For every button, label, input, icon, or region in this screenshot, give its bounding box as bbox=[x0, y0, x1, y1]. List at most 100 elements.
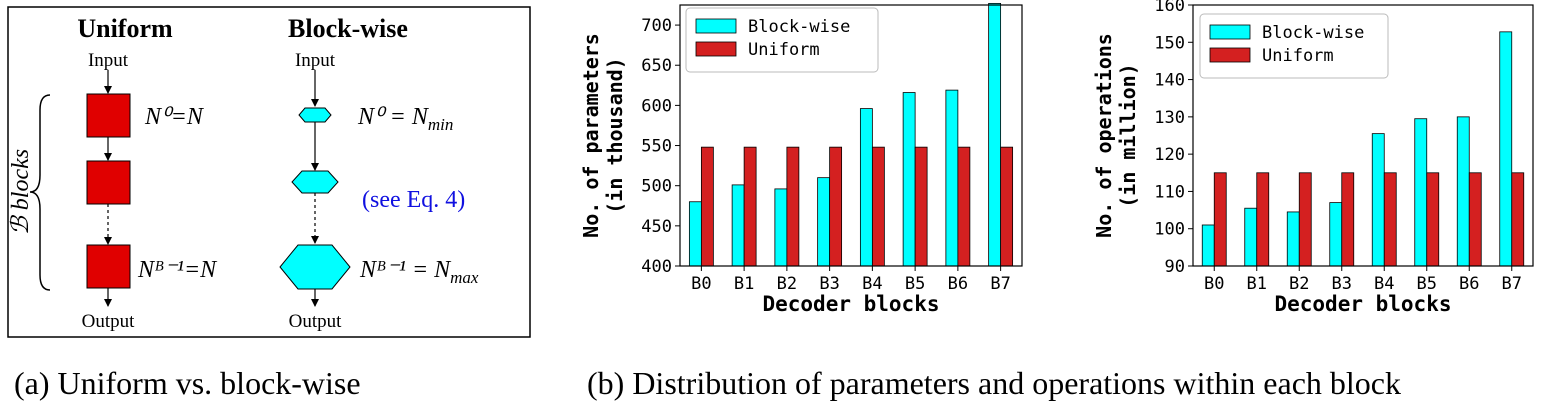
blockwise-block-small bbox=[298, 107, 332, 123]
uniform-block-middle bbox=[86, 160, 131, 205]
x-tick-label-params-b4: B4 bbox=[862, 274, 882, 294]
eq-reference: (see Eq. 4) bbox=[362, 187, 465, 213]
legend-label-ops-blockwise: Block-wise bbox=[1262, 23, 1364, 43]
legend-ops: Block-wise Uniform bbox=[1199, 13, 1389, 79]
uniform-first-eq: N⁰=N bbox=[144, 104, 205, 130]
bar-ops-blockwise-b2 bbox=[1286, 211, 1300, 267]
blockwise-title: Block-wise bbox=[288, 14, 408, 43]
bar-params-uniform-b0 bbox=[700, 146, 714, 267]
x-tick-label-ops-b1: B1 bbox=[1247, 274, 1267, 294]
y-tick-label-ops-110: 110 bbox=[1154, 182, 1185, 202]
bar-ops-uniform-b6 bbox=[1468, 172, 1482, 267]
bar-ops-blockwise-b3 bbox=[1329, 202, 1343, 267]
y-tick-label-ops-160: 160 bbox=[1154, 0, 1185, 16]
x-tick-label-ops-b0: B0 bbox=[1204, 274, 1224, 294]
x-tick-label-ops-b6: B6 bbox=[1459, 274, 1479, 294]
y-tick-label-ops-130: 130 bbox=[1154, 108, 1185, 128]
legend-label-ops-uniform: Uniform bbox=[1262, 46, 1334, 66]
y-tick-label-params-550: 550 bbox=[641, 137, 672, 157]
diagram-frame bbox=[7, 6, 531, 338]
operations-chart: B0 B1 B2 B3 B4 B5 B6 B7 90 100 110 120 130 140 150 160 D… bbox=[1092, 0, 1534, 316]
blockwise-first-eq: N⁰ = Nmin bbox=[357, 104, 453, 134]
x-tick-label-params-b7: B7 bbox=[990, 274, 1010, 294]
bar-ops-blockwise-b1 bbox=[1244, 207, 1258, 267]
legend-label-params-uniform: Uniform bbox=[748, 40, 820, 60]
caption-a: (a) Uniform vs. block-wise bbox=[14, 365, 361, 401]
bar-ops-blockwise-b5 bbox=[1414, 118, 1428, 267]
blocks-label: ℬ blocks bbox=[8, 149, 34, 235]
bar-ops-uniform-b3 bbox=[1341, 172, 1355, 267]
x-tick-label-params-b0: B0 bbox=[691, 274, 711, 294]
y-tick-label-ops-140: 140 bbox=[1154, 71, 1185, 91]
bar-params-uniform-b1 bbox=[743, 146, 757, 267]
bar-ops-uniform-b4 bbox=[1383, 172, 1397, 267]
blockwise-block-medium bbox=[291, 170, 339, 194]
x-tick-label-params-b3: B3 bbox=[819, 274, 839, 294]
y-tick-label-params-700: 700 bbox=[641, 16, 672, 36]
bar-ops-uniform-b7 bbox=[1511, 172, 1525, 267]
y-axis-label-line2-ops: (in million) bbox=[1116, 63, 1140, 208]
legend-params: Block-wise Uniform bbox=[685, 7, 879, 73]
x-tick-label-ops-b3: B3 bbox=[1332, 274, 1352, 294]
blockwise-input-label: Input bbox=[295, 50, 336, 71]
y-tick-label-params-650: 650 bbox=[641, 56, 672, 76]
uniform-block-first bbox=[86, 93, 131, 138]
bar-params-blockwise-b4 bbox=[859, 108, 873, 267]
bar-params-uniform-b7 bbox=[1000, 146, 1014, 267]
uniform-last-eq: Nᴮ⁻¹=N bbox=[137, 257, 218, 283]
bar-ops-uniform-b0 bbox=[1213, 172, 1227, 267]
bar-params-blockwise-b0 bbox=[688, 201, 702, 267]
bar-ops-blockwise-b6 bbox=[1456, 116, 1470, 267]
blockwise-last-eq: Nᴮ⁻¹ = Nmax bbox=[359, 257, 479, 287]
bar-ops-uniform-b5 bbox=[1426, 172, 1440, 267]
x-axis-label-ops: Decoder blocks bbox=[1274, 292, 1451, 316]
blocks-brace bbox=[29, 94, 51, 291]
x-axis-label-params: Decoder blocks bbox=[762, 292, 939, 316]
plot-frame-params bbox=[679, 4, 1023, 267]
y-axis-label-line1-ops: No. of operations bbox=[1092, 33, 1116, 238]
bar-ops-uniform-b2 bbox=[1298, 172, 1312, 267]
y-axis-label-ops: No. of operations(in million) bbox=[1092, 33, 1140, 238]
bar-params-uniform-b4 bbox=[871, 146, 885, 267]
y-axis-label-line1-params: No. of parameters bbox=[579, 33, 603, 238]
bar-params-blockwise-b5 bbox=[902, 92, 916, 267]
y-tick-label-params-400: 400 bbox=[641, 257, 672, 277]
bar-params-uniform-b3 bbox=[829, 146, 843, 267]
uniform-output-label: Output bbox=[82, 311, 136, 332]
plot-frame-ops bbox=[1192, 4, 1534, 267]
bar-params-uniform-b6 bbox=[957, 146, 971, 267]
y-tick-label-params-600: 600 bbox=[641, 96, 672, 116]
y-tick-label-ops-100: 100 bbox=[1154, 220, 1185, 240]
x-tick-label-params-b2: B2 bbox=[777, 274, 797, 294]
bar-params-blockwise-b7 bbox=[988, 2, 1002, 267]
y-tick-label-ops-90: 90 bbox=[1165, 257, 1185, 277]
y-tick-label-ops-150: 150 bbox=[1154, 33, 1185, 53]
bar-params-blockwise-b3 bbox=[817, 177, 831, 267]
parameters-chart: B0 B1 B2 B3 B4 B5 B6 B7 400 450 500 550 600 650 700 Dec… bbox=[579, 2, 1023, 316]
bar-params-blockwise-b1 bbox=[731, 184, 745, 267]
bar-ops-blockwise-b0 bbox=[1201, 224, 1215, 267]
x-tick-label-ops-b7: B7 bbox=[1502, 274, 1522, 294]
y-axis-label-params: No. of parameters(in thousand) bbox=[579, 33, 627, 238]
bar-ops-uniform-b1 bbox=[1256, 172, 1270, 267]
x-tick-label-params-b1: B1 bbox=[734, 274, 754, 294]
legend-swatch-params-blockwise bbox=[695, 18, 737, 34]
bar-ops-blockwise-b4 bbox=[1371, 133, 1385, 267]
y-tick-label-ops-120: 120 bbox=[1154, 145, 1185, 165]
bar-params-blockwise-b2 bbox=[774, 188, 788, 267]
uniform-title: Uniform bbox=[77, 14, 173, 43]
bar-ops-blockwise-b7 bbox=[1499, 31, 1513, 267]
diagram-panel: Uniform Block-wise Input Input ℬ blocks … bbox=[7, 6, 531, 338]
y-axis-label-line2-params: (in thousand) bbox=[603, 57, 627, 214]
y-tick-label-params-450: 450 bbox=[641, 217, 672, 237]
blockwise-stack bbox=[279, 70, 351, 307]
bar-params-uniform-b5 bbox=[914, 146, 928, 267]
blockwise-output-label: Output bbox=[289, 311, 343, 332]
x-tick-label-params-b5: B5 bbox=[905, 274, 925, 294]
legend-swatch-params-uniform bbox=[695, 41, 737, 57]
uniform-block-last bbox=[86, 244, 131, 289]
blockwise-block-large bbox=[279, 244, 351, 290]
legend-swatch-ops-uniform bbox=[1209, 47, 1251, 63]
uniform-stack bbox=[86, 70, 131, 307]
